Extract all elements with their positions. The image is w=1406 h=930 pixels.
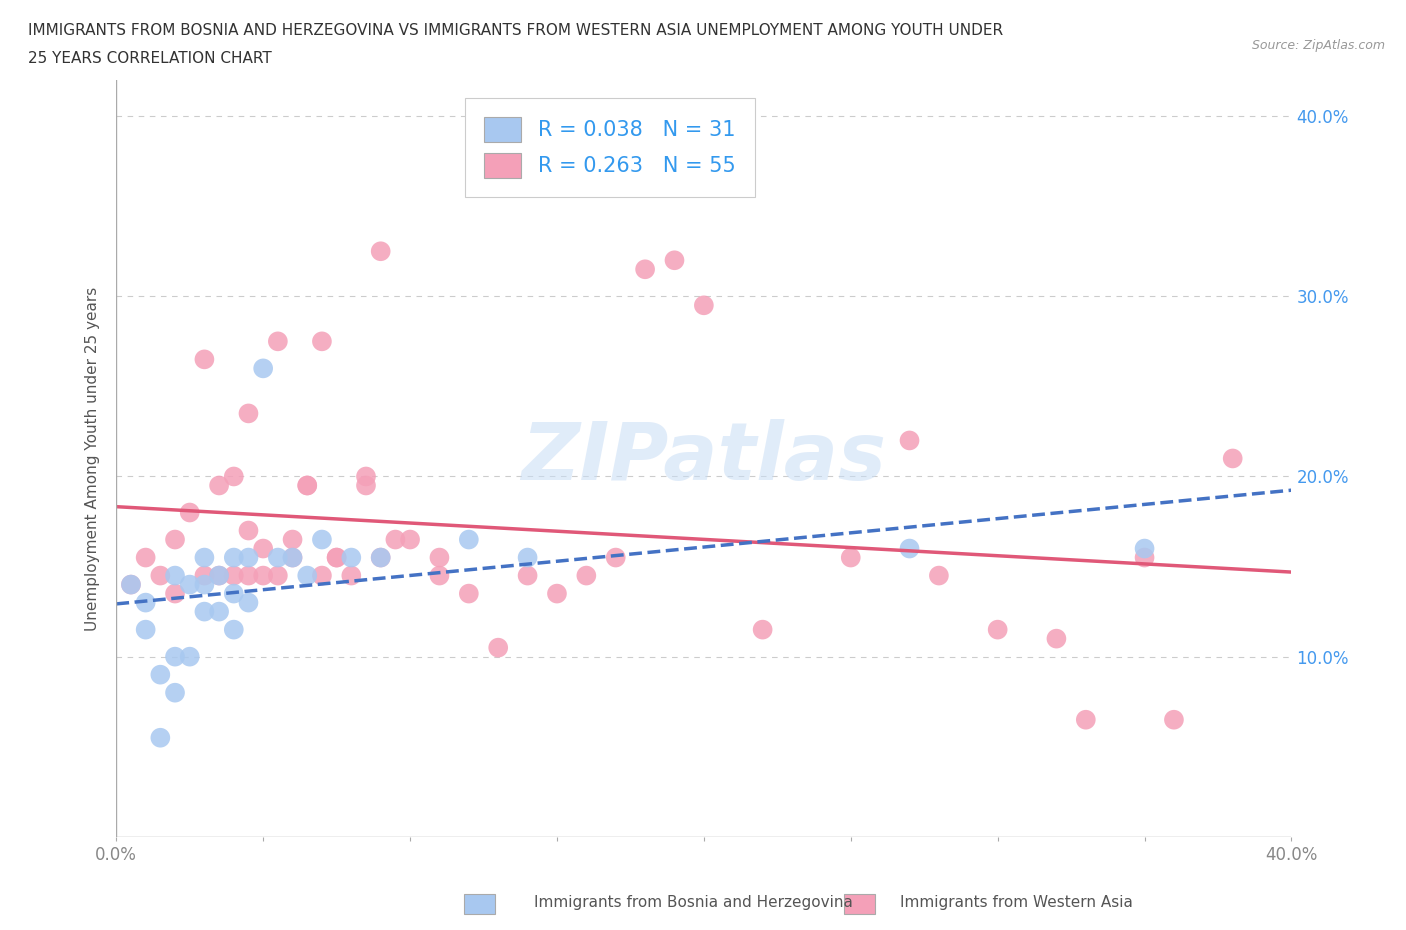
Point [354,469,377,484]
Text: Immigrants from Bosnia and Herzegovina: Immigrants from Bosnia and Herzegovina [534,895,853,910]
Point [605,551,627,565]
Point [546,586,568,601]
Point [238,568,260,583]
Point [149,568,172,583]
Point [457,586,479,601]
Point [238,406,260,421]
Point [516,551,538,565]
Point [267,551,290,565]
Point [311,532,333,547]
Point [193,578,215,592]
Text: IMMIGRANTS FROM BOSNIA AND HERZEGOVINA VS IMMIGRANTS FROM WESTERN ASIA UNEMPLOYM: IMMIGRANTS FROM BOSNIA AND HERZEGOVINA V… [28,23,1004,38]
Point [149,667,172,682]
Point [222,622,245,637]
Point [238,523,260,538]
Point [1133,541,1156,556]
Point [664,253,686,268]
Point [751,622,773,637]
Point [1133,551,1156,565]
Point [429,551,451,565]
Point [208,604,231,619]
Point [208,568,231,583]
Point [222,551,245,565]
Point [311,334,333,349]
Point [1222,451,1244,466]
Point [120,578,142,592]
Point [163,685,186,700]
Point [222,568,245,583]
Point [928,568,950,583]
Point [252,361,274,376]
Point [354,478,377,493]
Point [898,541,921,556]
Point [193,352,215,366]
Point [1163,712,1185,727]
Point [987,622,1010,637]
Point [193,551,215,565]
Point [693,298,716,312]
Point [297,478,319,493]
Point [370,551,392,565]
Y-axis label: Unemployment Among Youth under 25 years: Unemployment Among Youth under 25 years [86,286,100,631]
Point [193,568,215,583]
Point [325,551,347,565]
Point [384,532,406,547]
Point [163,532,186,547]
Point [297,568,319,583]
Point [135,551,157,565]
Point [179,649,201,664]
Point [163,568,186,583]
Point [149,730,172,745]
Text: 25 YEARS CORRELATION CHART: 25 YEARS CORRELATION CHART [28,51,271,66]
Point [340,551,363,565]
Point [179,505,201,520]
Point [311,568,333,583]
Point [281,551,304,565]
Point [267,568,290,583]
Point [179,578,201,592]
Point [457,532,479,547]
Point [340,568,363,583]
Point [252,568,274,583]
Point [399,532,422,547]
Point [163,649,186,664]
Point [575,568,598,583]
Text: Immigrants from Western Asia: Immigrants from Western Asia [900,895,1133,910]
Point [1045,631,1067,646]
Point [222,586,245,601]
Point [429,568,451,583]
Point [281,532,304,547]
Point [267,334,290,349]
Point [634,262,657,277]
Point [120,578,142,592]
Point [486,640,509,655]
Point [325,551,347,565]
Point [370,244,392,259]
Point [208,478,231,493]
Point [193,604,215,619]
Point [370,551,392,565]
Point [281,551,304,565]
Text: Source: ZipAtlas.com: Source: ZipAtlas.com [1251,39,1385,52]
Point [238,551,260,565]
Point [208,568,231,583]
Point [238,595,260,610]
Point [135,622,157,637]
Point [516,568,538,583]
Point [135,595,157,610]
Point [898,433,921,448]
Point [839,551,862,565]
Point [222,469,245,484]
Legend: R = 0.038   N = 31, R = 0.263   N = 55: R = 0.038 N = 31, R = 0.263 N = 55 [465,98,755,197]
Point [1074,712,1097,727]
Point [297,478,319,493]
Text: ZIPatlas: ZIPatlas [522,419,886,498]
Point [252,541,274,556]
Point [163,586,186,601]
